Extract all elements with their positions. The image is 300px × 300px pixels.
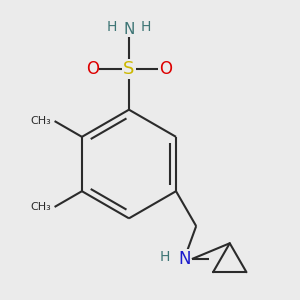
Text: N: N <box>178 250 190 268</box>
Text: S: S <box>123 60 135 78</box>
Text: O: O <box>86 60 99 78</box>
Text: O: O <box>159 60 172 78</box>
Text: CH₃: CH₃ <box>30 202 51 212</box>
Text: CH₃: CH₃ <box>30 116 51 126</box>
Text: N: N <box>123 22 135 37</box>
Text: H: H <box>141 20 151 34</box>
Text: H: H <box>160 250 170 264</box>
Text: H: H <box>107 20 117 34</box>
